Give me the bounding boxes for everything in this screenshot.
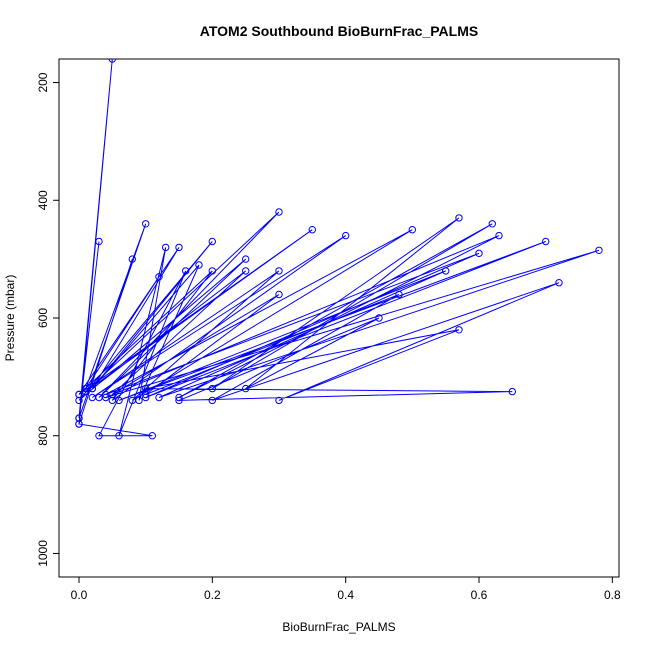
data-point bbox=[182, 267, 190, 275]
data-point bbox=[142, 390, 150, 399]
data-point bbox=[175, 243, 183, 252]
data-point bbox=[455, 214, 463, 222]
x-tick-label: 0.2 bbox=[204, 588, 221, 602]
data-point bbox=[208, 384, 217, 393]
data-point bbox=[242, 255, 250, 263]
data-point bbox=[308, 226, 316, 234]
data-point bbox=[115, 432, 123, 440]
data-point bbox=[488, 220, 496, 228]
y-tick-label: 200 bbox=[36, 72, 50, 92]
data-point bbox=[155, 273, 163, 281]
data-point bbox=[275, 290, 283, 299]
data-point bbox=[142, 393, 150, 402]
data-point bbox=[242, 384, 250, 393]
data-point bbox=[155, 393, 163, 402]
data-point bbox=[115, 396, 123, 405]
data-point bbox=[162, 243, 170, 252]
data-point bbox=[455, 326, 463, 334]
data-point bbox=[82, 387, 90, 396]
x-axis: 0.0 0.2 0.4 0.6 0.8 bbox=[71, 576, 621, 602]
data-point bbox=[195, 261, 203, 269]
data-point bbox=[395, 290, 403, 299]
plot-area bbox=[75, 59, 603, 440]
x-axis-label: BioBurnFrac_PALMS bbox=[282, 620, 395, 634]
chart-title: ATOM2 Southbound BioBurnFrac_PALMS bbox=[200, 23, 478, 39]
data-point bbox=[108, 59, 116, 63]
data-point bbox=[208, 267, 217, 275]
data-point bbox=[95, 432, 103, 440]
x-tick-label: 0.8 bbox=[604, 588, 621, 602]
data-point bbox=[75, 420, 83, 428]
series-line bbox=[78, 59, 600, 437]
y-tick-label: 1000 bbox=[36, 540, 50, 567]
data-point bbox=[175, 393, 183, 402]
data-point bbox=[208, 237, 217, 246]
data-point bbox=[555, 279, 563, 287]
y-axis-label: Pressure (mbar) bbox=[3, 275, 17, 362]
data-point bbox=[75, 396, 83, 405]
data-point bbox=[342, 231, 350, 240]
x-tick-label: 0.0 bbox=[71, 588, 88, 602]
data-point bbox=[542, 237, 550, 246]
data-point bbox=[242, 267, 250, 275]
x-tick-label: 0.6 bbox=[471, 588, 488, 602]
data-point bbox=[128, 255, 137, 263]
y-tick-label: 800 bbox=[36, 425, 50, 445]
data-point bbox=[75, 390, 83, 399]
data-point bbox=[275, 267, 283, 275]
data-point bbox=[408, 226, 416, 234]
y-tick-label: 600 bbox=[36, 308, 50, 328]
data-point bbox=[135, 396, 143, 405]
data-point bbox=[148, 432, 157, 440]
data-point bbox=[508, 387, 516, 396]
y-tick-label: 400 bbox=[36, 190, 50, 210]
data-point bbox=[442, 267, 450, 275]
data-point bbox=[475, 249, 483, 258]
data-point bbox=[142, 220, 150, 228]
data-point bbox=[275, 208, 283, 216]
data-point bbox=[595, 246, 603, 255]
data-point bbox=[102, 393, 110, 402]
data-point bbox=[108, 390, 117, 399]
data-point bbox=[88, 393, 97, 402]
data-point bbox=[375, 314, 383, 322]
y-axis: 200 400 600 800 1000 bbox=[36, 72, 60, 567]
data-point bbox=[95, 237, 103, 246]
data-point bbox=[88, 384, 97, 393]
x-tick-label: 0.4 bbox=[337, 588, 354, 602]
data-point bbox=[208, 396, 217, 405]
data-point bbox=[175, 396, 183, 405]
data-point bbox=[495, 231, 503, 240]
data-point bbox=[275, 396, 283, 405]
